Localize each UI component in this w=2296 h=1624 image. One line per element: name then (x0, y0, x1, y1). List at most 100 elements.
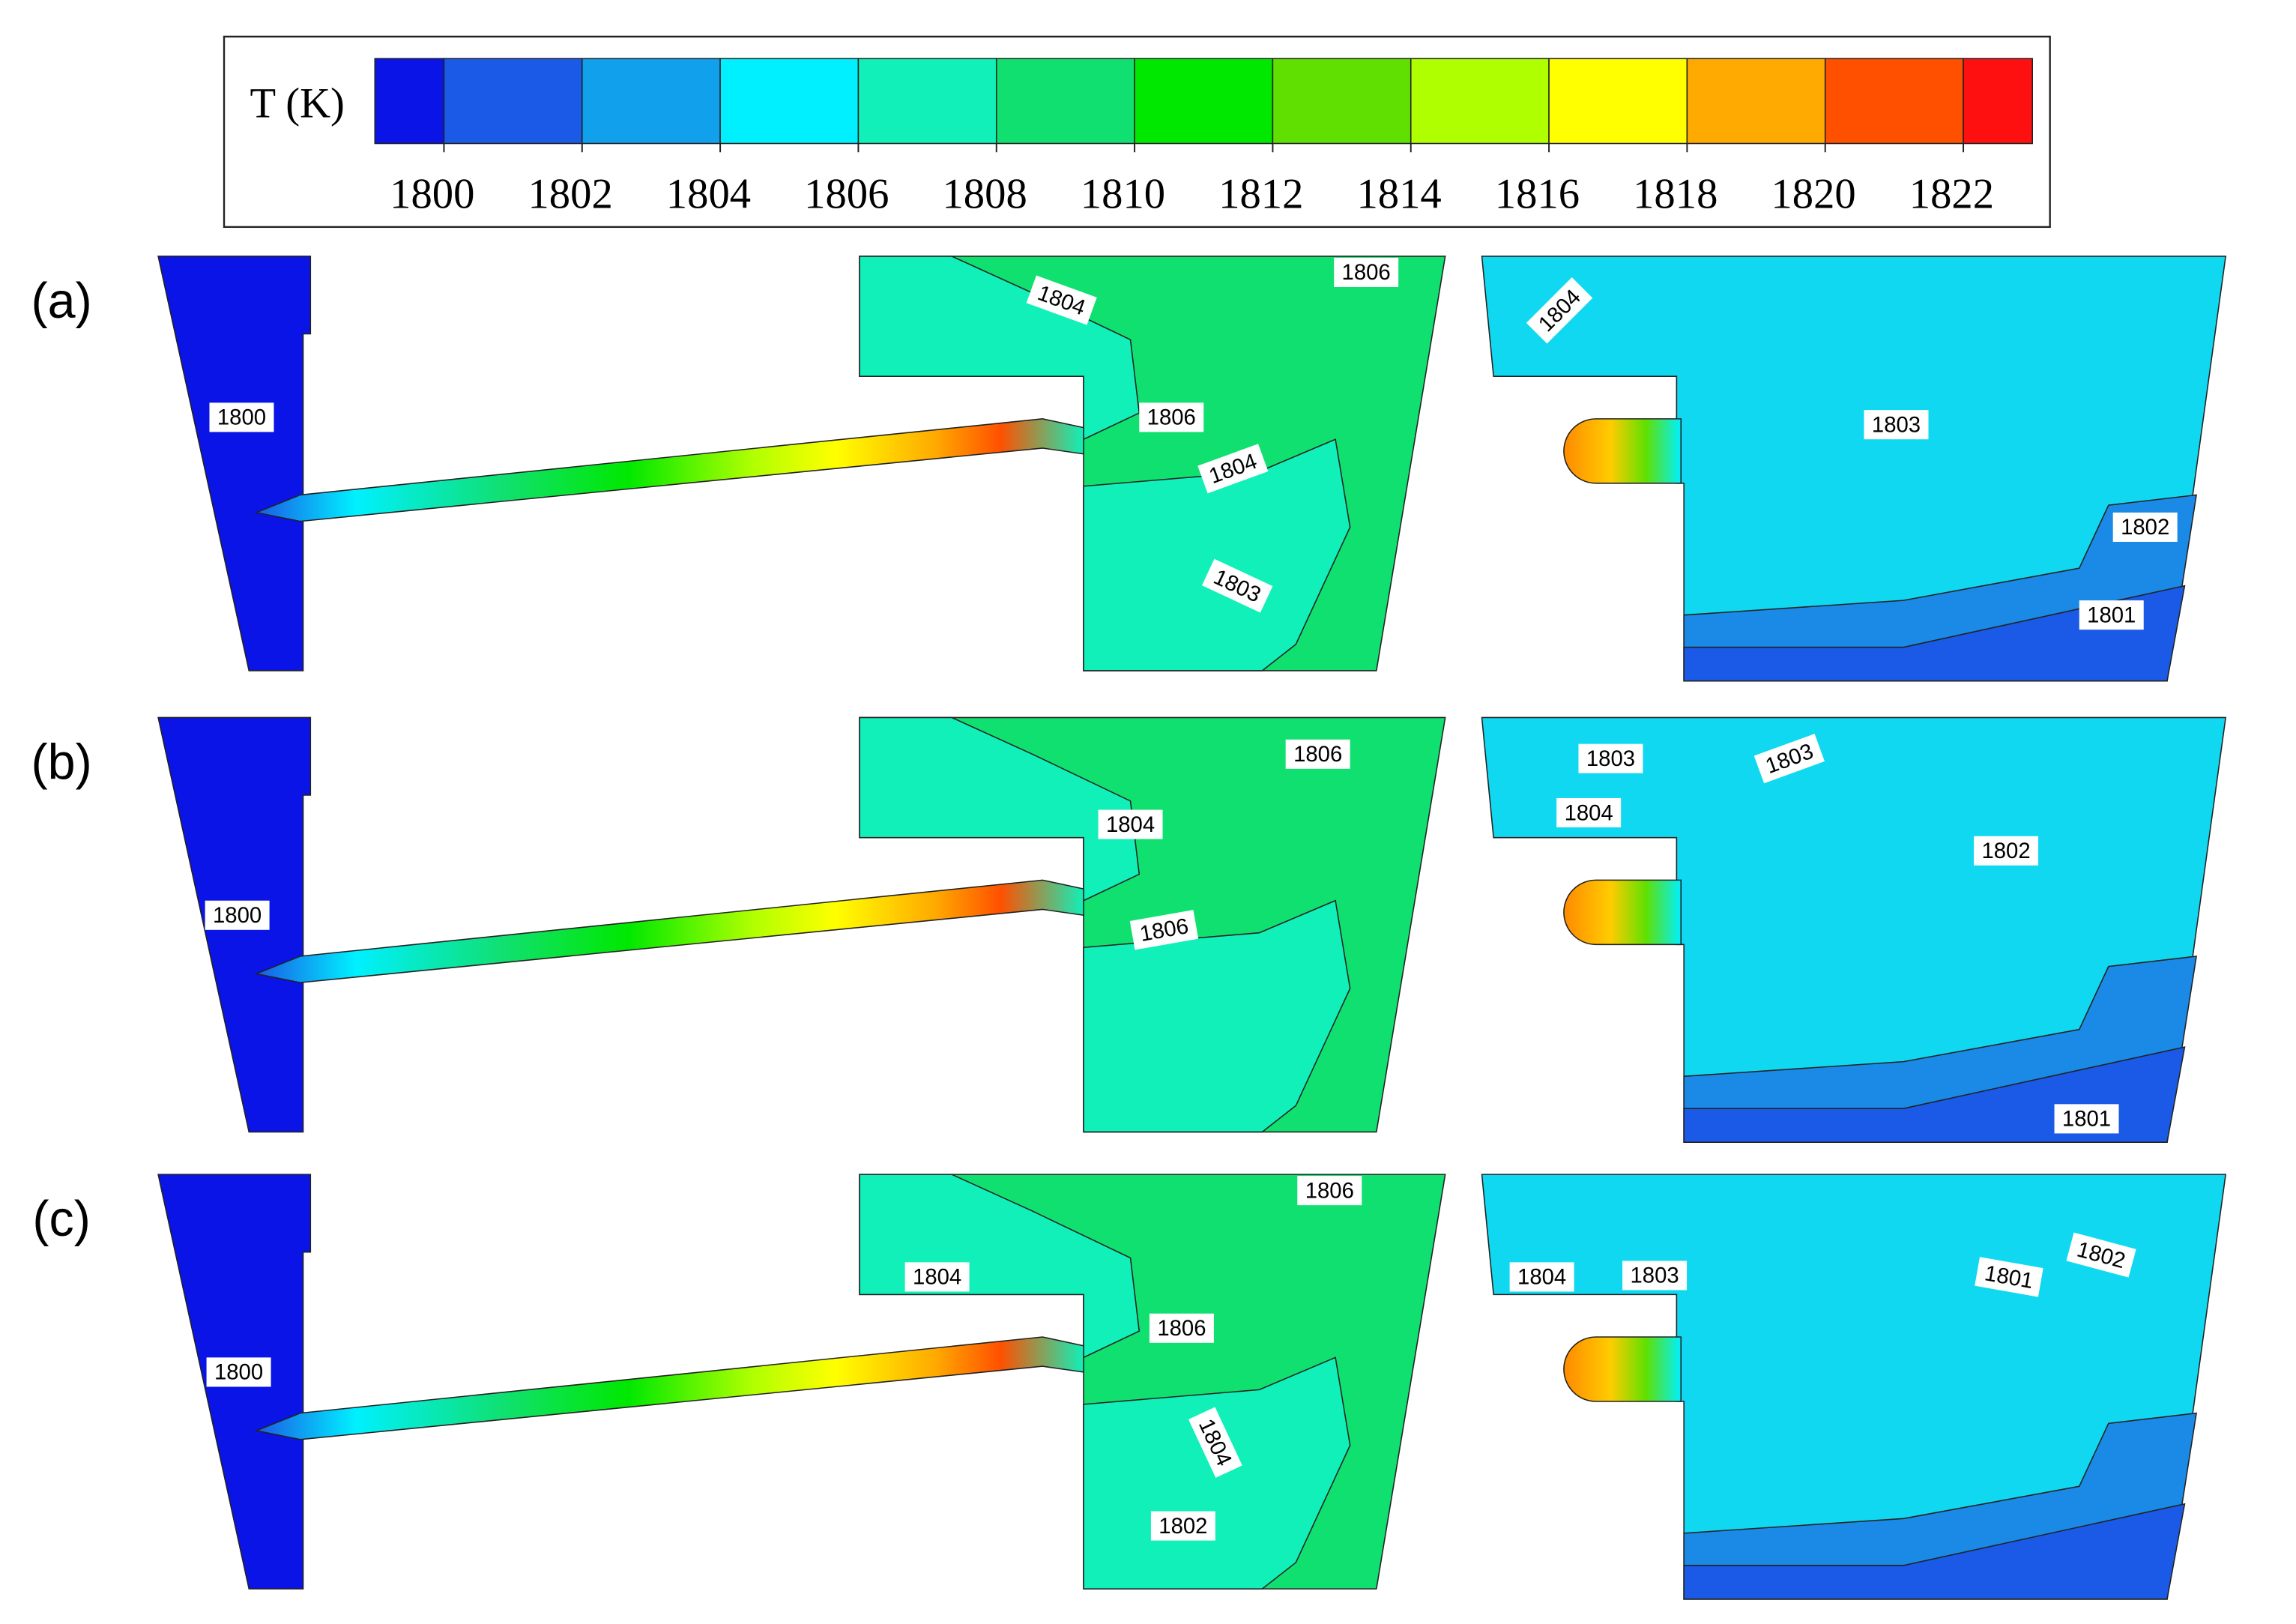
contour-label-bg (205, 900, 270, 930)
contour-label: 1800 (209, 402, 274, 432)
panel-a (157, 256, 2226, 682)
contour-label-bg (1026, 275, 1097, 325)
colorbar-cell (1824, 58, 1964, 145)
contour-label-bg (904, 1262, 970, 1292)
contour-label: 1806 (1149, 1313, 1214, 1343)
contour-label-text: 1806 (1147, 405, 1196, 430)
colorbar-cell (374, 58, 445, 145)
contour-label: 1800 (205, 900, 270, 930)
colorbar-cell (1548, 58, 1688, 145)
contour-label: 1802 (2112, 512, 2178, 542)
colorbar-tick-label: 1818 (1633, 171, 1718, 217)
contour-label-bg (209, 402, 274, 432)
colorbar-cell (1686, 58, 1826, 145)
panel-label: (b) (31, 735, 92, 791)
contour-label: 1803 (1864, 410, 1929, 440)
contour-label: 1803 (1578, 743, 1643, 773)
colorbar-cell (719, 58, 860, 145)
contour-label-bg (2054, 1104, 2119, 1134)
contour-label-text: 1806 (1157, 1316, 1206, 1341)
colorbar-cell (995, 58, 1135, 145)
contour-label-bg (206, 1357, 271, 1387)
contour-label-text: 1800 (217, 405, 266, 430)
contour-label: 1804 (904, 1262, 970, 1292)
colorbar-cell (1963, 58, 2034, 145)
contour-label-text: 1806 (1293, 742, 1342, 767)
contour-label-bg (1197, 444, 1269, 494)
contour-label: 1801 (2079, 600, 2144, 630)
contour-label-bg (2079, 600, 2144, 630)
contour-label-bg (1188, 1407, 1242, 1478)
contour-label-text: 1802 (1158, 1514, 1207, 1539)
contour-label-text: 1801 (2062, 1107, 2111, 1132)
contour-label: 1802 (1150, 1511, 1215, 1541)
contour-label-bg (1139, 402, 1204, 432)
contour-label: 1806 (1334, 257, 1399, 287)
colorbar-tick-label: 1820 (1771, 171, 1855, 217)
colorbar-cell (1410, 58, 1550, 145)
contour-label: 1803 (1622, 1261, 1688, 1291)
contour-label-text: 1803 (1630, 1264, 1679, 1288)
contour-label: 1804 (1556, 797, 1622, 828)
colorbar-tick-label: 1804 (666, 171, 751, 217)
colorbar-tick-label: 1800 (390, 171, 474, 217)
contour-label-bg (1285, 739, 1350, 769)
contour-label-bg (1150, 1511, 1215, 1541)
colorbar-label: T (K) (250, 80, 345, 127)
contour-label-text: 1804 (1106, 812, 1155, 837)
contour-label-bg (1974, 836, 2039, 866)
contour-label: 1806 (1297, 1176, 1362, 1206)
contour-label-bg (1753, 734, 1825, 784)
contour-label: 1802 (1974, 836, 2039, 866)
contour-label-bg (1201, 558, 1273, 613)
colorbar-tick-label: 1814 (1356, 171, 1441, 217)
colorbar-tick-label: 1808 (942, 171, 1027, 217)
colorbar-tick-label: 1810 (1081, 171, 1165, 217)
contour-label-text: 1803 (1872, 412, 1921, 437)
contour-label-text: 1800 (213, 903, 262, 928)
contour-label: 1806 (1139, 402, 1204, 432)
contour-label-bg (1129, 910, 1199, 950)
contour-label-text: 1804 (1517, 1265, 1566, 1290)
contour-label-bg (1297, 1176, 1362, 1206)
colorbar-cell (581, 58, 721, 145)
colorbar: 1800 1802 1804 1806 1808 1810 1812 1814 1816 1818… (374, 58, 2034, 217)
contour-label-bg (1149, 1313, 1214, 1343)
contour-label-bg (1864, 410, 1929, 440)
colorbar-cell (857, 58, 997, 145)
contour-label-bg (2066, 1232, 2136, 1278)
colorbar-tick-label: 1822 (1909, 171, 1994, 217)
contour-label-text: 1806 (1305, 1178, 1354, 1203)
contour-label: 1804 (1509, 1262, 1574, 1292)
contour-label-bg (1098, 809, 1163, 839)
contour-label: 1800 (206, 1357, 271, 1387)
contour-label: 1801 (1975, 1257, 2043, 1297)
contour-label-text: 1800 (214, 1360, 263, 1385)
contour-label-text: 1802 (2121, 515, 2169, 540)
contour-label: 1804 (1098, 809, 1163, 839)
colorbar-tick-label: 1806 (804, 171, 889, 217)
contour-label-text: 1802 (1981, 839, 2030, 863)
colorbar-cell (1134, 58, 1274, 145)
colorbar-tick-label: 1812 (1218, 171, 1303, 217)
contour-label-bg (1556, 797, 1622, 828)
contour-label-bg (1509, 1262, 1574, 1292)
contour-label-bg (1578, 743, 1643, 773)
panel-label: (c) (32, 1192, 90, 1247)
contour-label-bg (1975, 1257, 2043, 1297)
panel-label: (a) (31, 274, 92, 329)
contour-label-bg (1334, 257, 1399, 287)
colorbar-cell (443, 58, 583, 145)
contour-label: 1806 (1129, 910, 1199, 950)
contour-label-text: 1804 (913, 1265, 961, 1290)
contour-label-bg (2112, 512, 2178, 542)
contour-label-bg (1526, 277, 1593, 344)
contour-label-text: 1801 (2087, 603, 2136, 627)
colorbar-tick-label: 1816 (1495, 171, 1580, 217)
contour-label: 1806 (1285, 739, 1350, 769)
colorbar-tick-label: 1802 (528, 171, 612, 217)
colorbar-cell (1272, 58, 1412, 145)
contour-label: 1804 (1526, 277, 1593, 344)
contour-label-text: 1806 (1342, 260, 1391, 285)
